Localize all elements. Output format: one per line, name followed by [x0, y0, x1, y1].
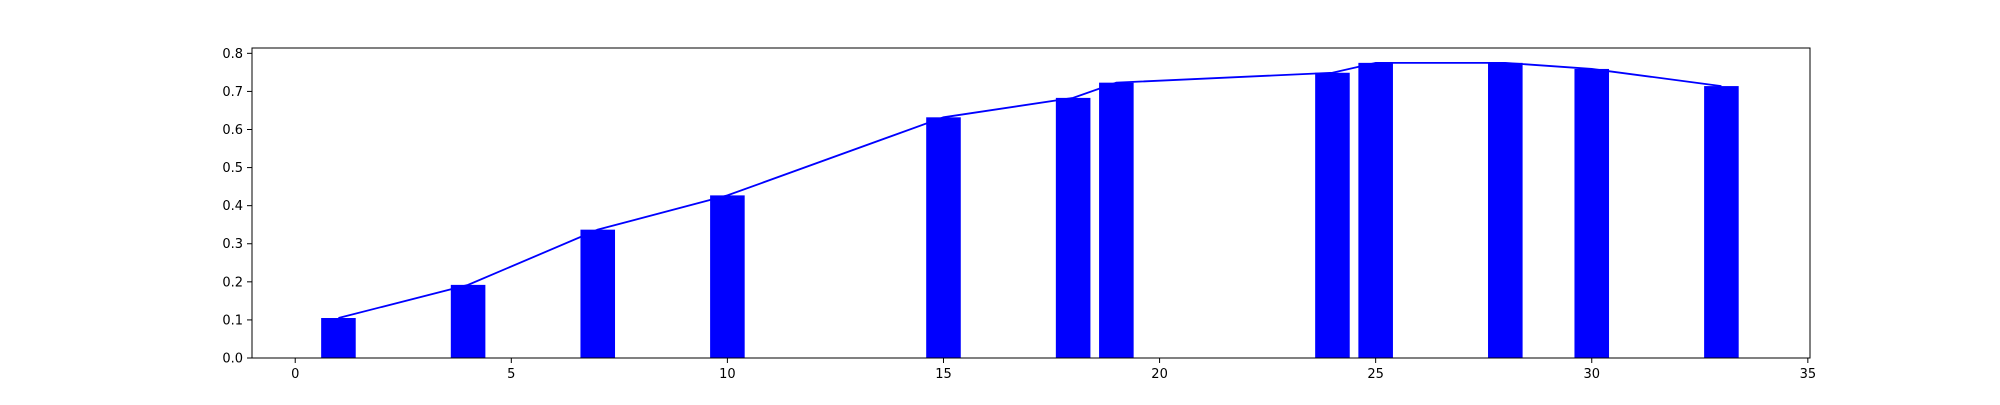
x-tick-label: 25: [1367, 367, 1384, 382]
bar-25: [1358, 62, 1393, 359]
bar-18: [1055, 97, 1091, 358]
x-tick-label: 10: [719, 367, 736, 382]
y-tick-label: 0.4: [222, 199, 243, 214]
y-tick-label: 0.5: [222, 161, 243, 176]
x-tick-label: 35: [1800, 367, 1817, 382]
x-tick-label: 15: [935, 367, 952, 382]
bar-30: [1574, 68, 1610, 358]
y-tick-label: 0.8: [222, 47, 243, 62]
bar-7: [580, 229, 616, 358]
x-tick-label: 30: [1583, 367, 1600, 382]
bars-group: [321, 62, 1739, 359]
bar-33: [1704, 86, 1739, 359]
y-tick-label: 0.7: [222, 85, 243, 100]
plot-frame: [251, 47, 1811, 359]
line-group: [338, 61, 1722, 319]
bar-24: [1315, 72, 1350, 358]
bar-19: [1099, 82, 1134, 359]
y-tick-label: 0.2: [222, 275, 243, 290]
series-line: [338, 61, 1722, 319]
x-tick-label: 20: [1151, 367, 1168, 382]
bar-4: [450, 284, 486, 358]
bar-28: [1488, 62, 1523, 359]
bar-10: [710, 195, 745, 358]
y-tick-label: 0.1: [222, 313, 243, 328]
bar-15: [926, 117, 961, 358]
y-tick-label: 0.0: [222, 352, 243, 367]
y-tick-label: 0.6: [222, 123, 243, 138]
x-tick-label: 0: [291, 367, 299, 382]
bar-1: [321, 318, 356, 358]
x-tick-label: 5: [507, 367, 515, 382]
x-axis-ticks: 0 5 10 15 20 25 30 35: [291, 358, 1816, 382]
y-tick-label: 0.3: [222, 237, 243, 252]
y-axis-ticks: 0.0 0.1 0.2 0.3 0.4 0.5 0.6 0.7 0.8: [222, 47, 252, 367]
